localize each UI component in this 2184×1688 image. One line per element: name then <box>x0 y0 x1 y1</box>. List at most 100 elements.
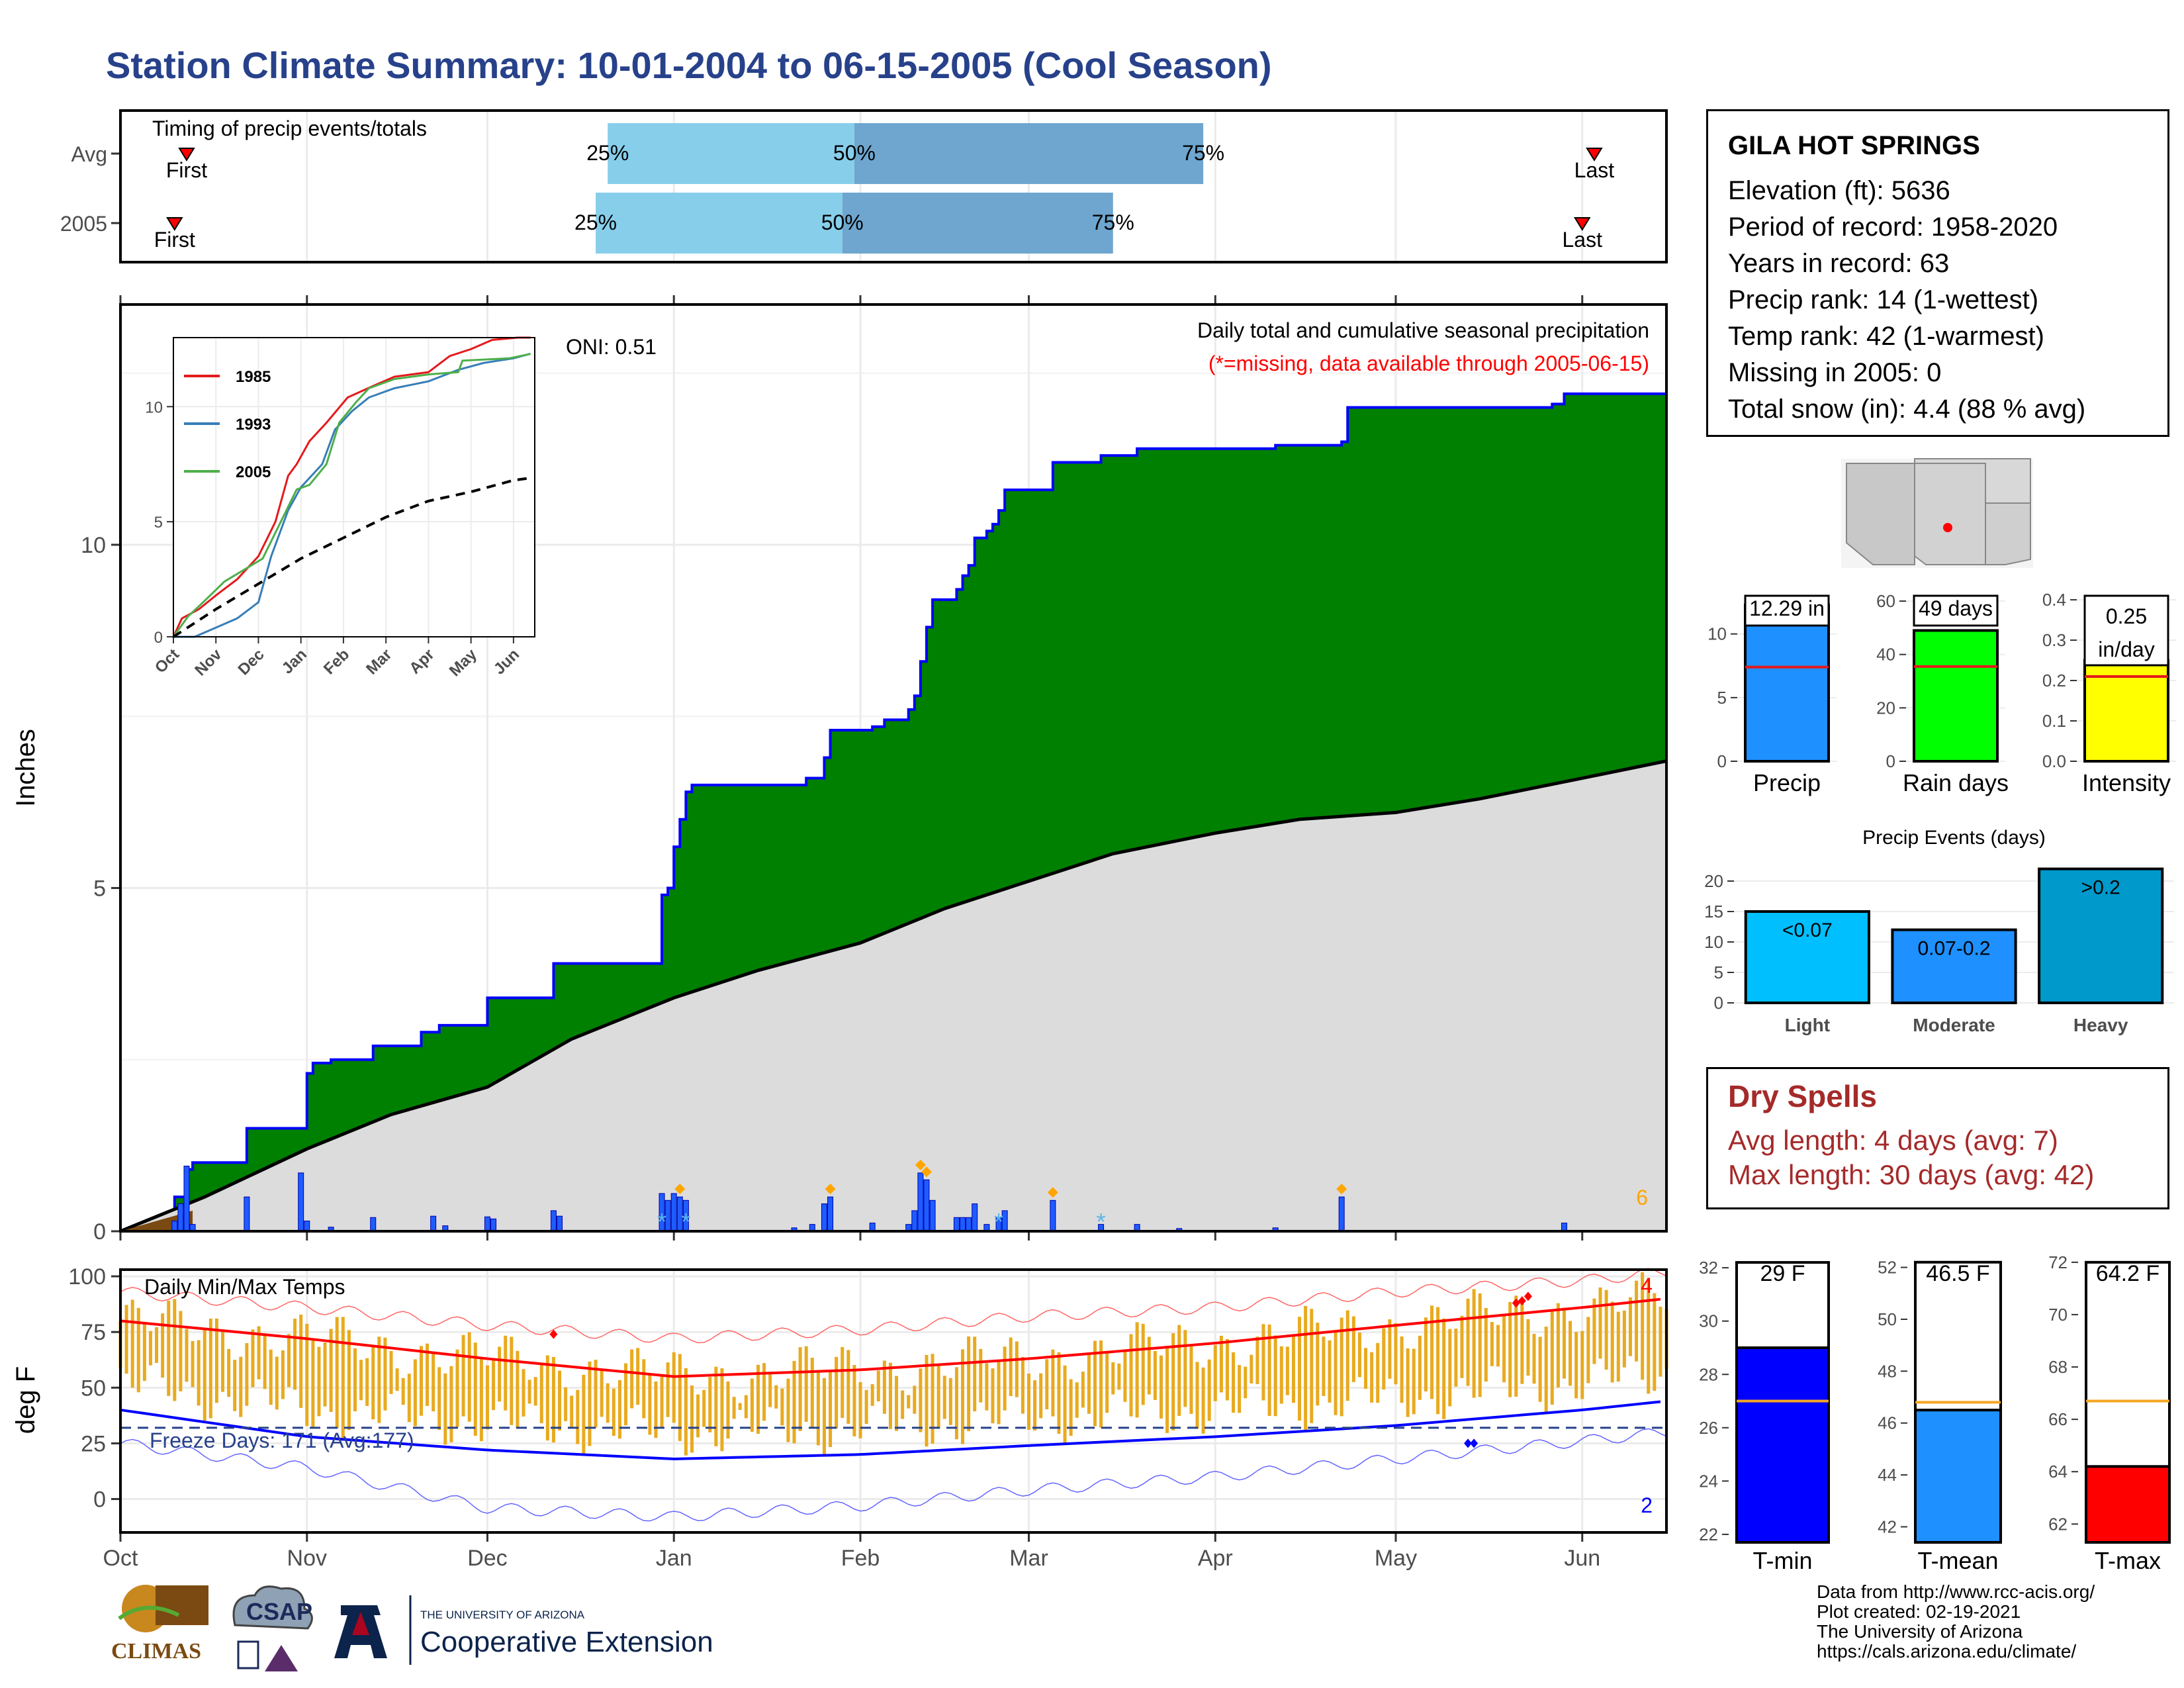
daily-temp-bar <box>1598 1287 1602 1359</box>
daily-temp-bar <box>329 1329 333 1412</box>
temp-summary-group: 46.5 F 42 44 46 48 50 52 T-mean <box>1878 1254 2009 1574</box>
daily-temp-bar <box>522 1369 525 1417</box>
daily-temp-bar <box>467 1332 471 1422</box>
daily-temp-bar <box>913 1385 917 1414</box>
daily-temp-bar <box>527 1380 531 1404</box>
precip-heading: Daily total and cumulative seasonal prec… <box>1197 318 1649 342</box>
daily-temp-bar <box>275 1356 279 1410</box>
daily-temp-bar <box>1538 1336 1542 1402</box>
inset-ytick-label: 0 <box>154 629 163 647</box>
daily-precip-bar <box>972 1203 978 1232</box>
daily-temp-bar <box>925 1354 929 1447</box>
summary-bar-ytick-label: 20 <box>1876 698 1895 718</box>
daily-temp-bar <box>588 1361 592 1446</box>
daily-temp-bar <box>389 1350 393 1394</box>
daily-temp-bar <box>197 1340 201 1406</box>
daily-temp-bar <box>299 1314 303 1408</box>
heavy-precip-marker <box>921 1166 932 1178</box>
timing-p75-label: 75% <box>1182 141 1224 165</box>
daily-temp-bar <box>1430 1305 1434 1399</box>
daily-temp-bar <box>1496 1325 1500 1367</box>
daily-temp-bar <box>967 1336 971 1432</box>
map-arizona <box>1846 463 1915 565</box>
inset-series-line-1993 <box>173 352 531 638</box>
daily-temp-bar <box>612 1388 615 1436</box>
daily-temp-bar <box>1099 1340 1103 1428</box>
daily-temp-bar <box>551 1356 555 1442</box>
daily-temp-bar <box>1400 1336 1404 1403</box>
daily-temp-bar <box>931 1354 934 1444</box>
summary-bar-ytick-label: 40 <box>1876 645 1895 665</box>
daily-temp-bar <box>690 1385 694 1453</box>
daily-precip-bar <box>183 1165 190 1232</box>
daily-temp-bar <box>1291 1334 1295 1403</box>
daily-temp-bar <box>822 1378 826 1456</box>
daily-temp-bar <box>600 1370 604 1417</box>
event-bar-label: >0.2 <box>2081 877 2120 899</box>
daily-temp-bar <box>1370 1352 1374 1403</box>
daily-temp-bar <box>1027 1373 1031 1430</box>
station-years: Years in record: 63 <box>1728 249 1950 278</box>
event-bar <box>2038 867 2164 1004</box>
daily-temp-bar <box>173 1299 177 1401</box>
temp-summary-ytick-label: 42 <box>1878 1517 1897 1536</box>
daily-temp-bar <box>130 1299 134 1388</box>
daily-temp-bar <box>1508 1301 1512 1397</box>
daily-temp-bar <box>1165 1347 1169 1433</box>
daily-temp-bar <box>1273 1335 1277 1417</box>
daily-temp-bar <box>570 1395 574 1428</box>
temp-summary-bar <box>2085 1465 2171 1544</box>
summary-bar-value: 0.25 <box>2106 604 2147 628</box>
daily-temp-bar <box>323 1342 327 1407</box>
month-label: Mar <box>1009 1546 1048 1571</box>
summary-bar-group: 0.25 in/day 0.0 0.1 0.2 0.3 0.4 Intensity <box>2042 590 2176 796</box>
temp-frame <box>119 1268 1668 1534</box>
inset-average-line <box>172 477 531 638</box>
summary-bar-group: 49 days 0 20 40 60 Rain days <box>1876 591 2009 796</box>
record-high-marker <box>1518 1296 1526 1306</box>
daily-temp-bar <box>1340 1317 1343 1417</box>
daily-temp-bar <box>395 1368 399 1391</box>
daily-temp-bar <box>829 1371 833 1447</box>
daily-temp-bar <box>1351 1316 1355 1382</box>
daily-temp-bar <box>1298 1317 1302 1421</box>
temp-summary-bar <box>1914 1409 2002 1544</box>
temp-summary-group: 29 F 22 24 26 28 30 32 T-min <box>1699 1254 1837 1574</box>
daily-temp-bar <box>1460 1315 1464 1378</box>
daily-temp-bar <box>1015 1341 1019 1397</box>
daily-precip-bar <box>550 1210 557 1232</box>
daily-temp-bar <box>1244 1366 1248 1399</box>
daily-temp-bar <box>473 1342 477 1436</box>
daily-temp-bar <box>383 1337 387 1411</box>
daily-temp-bar <box>239 1356 243 1417</box>
inset-ytick-label: 5 <box>154 514 163 532</box>
inset-ytick-label: 10 <box>145 399 163 416</box>
daily-precip-bar <box>1050 1199 1056 1232</box>
daily-temp-bar <box>1232 1352 1236 1413</box>
climas-logo-text: CLIMAS <box>111 1639 201 1664</box>
daily-precip-bar <box>171 1220 178 1232</box>
daily-temp-bar <box>167 1300 171 1396</box>
daily-temp-bar <box>1526 1319 1530 1376</box>
temp-ytick-label: 25 <box>81 1431 106 1456</box>
events-ytick-label: 0 <box>1714 993 1723 1013</box>
daily-temp-bar <box>750 1378 754 1432</box>
daily-temp-bar <box>636 1348 640 1405</box>
daily-temp-bar <box>1063 1365 1067 1444</box>
daily-temp-bar <box>1201 1367 1205 1434</box>
daily-precip-bar <box>370 1217 377 1232</box>
month-label: Dec <box>467 1546 507 1571</box>
daily-precip-bar <box>484 1216 490 1232</box>
daily-precip-bar <box>670 1193 677 1232</box>
timing-last-marker <box>1573 217 1591 231</box>
temp-ylabel: deg F <box>11 1366 40 1434</box>
precip-events-chart: <0.07 Light 0.07-0.2 Moderate >0.2 Heavy 0 5 10 1… <box>1704 827 2174 1035</box>
daily-temp-bar <box>1009 1337 1013 1397</box>
daily-temp-bar <box>1075 1382 1079 1418</box>
daily-precip-bar <box>929 1199 936 1232</box>
events-title: Precip Events (days) <box>1862 827 2046 849</box>
timing-p75-label: 75% <box>1092 211 1134 234</box>
daily-temp-bar <box>1641 1272 1645 1380</box>
credits: Data from http://www.rcc-acis.org/ Plot … <box>1817 1582 2095 1662</box>
temp-panel: 0 25 50 75 100 Oct Nov Dec Jan Feb Mar Apr May Jun deg… <box>11 1264 1668 1571</box>
